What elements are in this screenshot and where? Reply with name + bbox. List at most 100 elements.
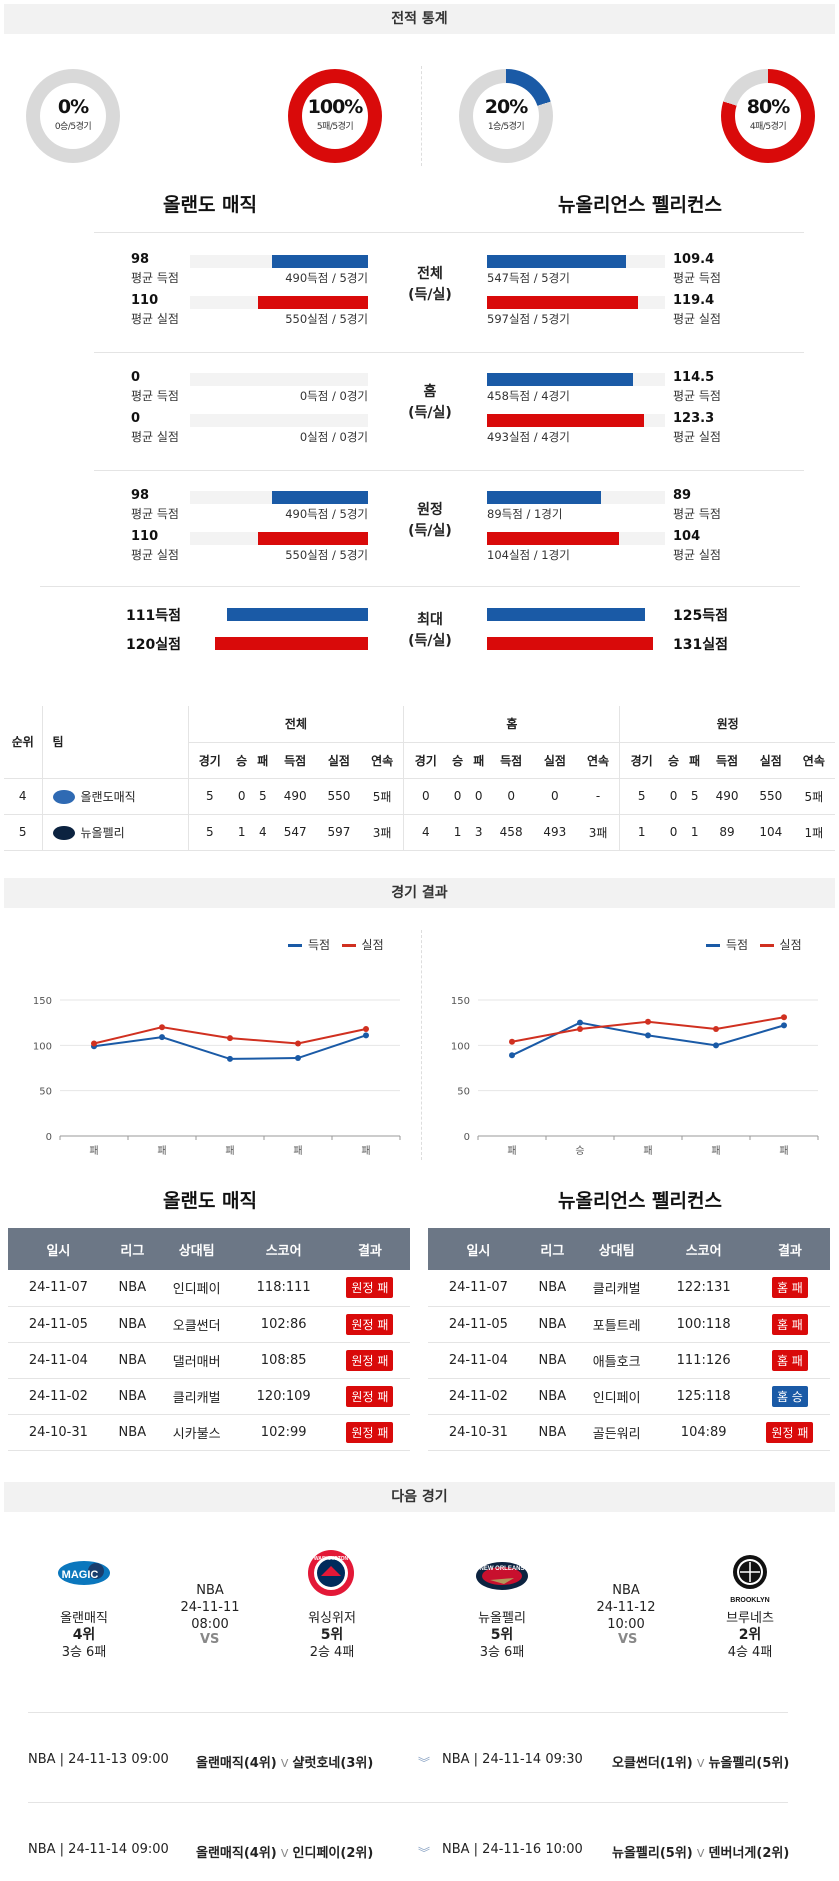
data-point [159, 1024, 165, 1031]
x-tick-label: 패 [225, 1145, 234, 1157]
avg-allow-value-left: 0 [131, 411, 141, 426]
max-score-left: 111득점 [126, 608, 181, 624]
result-cell: 홈 패 [749, 1306, 830, 1343]
column-header: 결과 [749, 1228, 830, 1270]
avg-score-value-left: 0 [131, 370, 141, 385]
allow-bar-right [487, 296, 638, 309]
avg-allow-label-right: 평균 실점 [673, 548, 721, 562]
stat-cell: 0 [533, 778, 577, 815]
score-bar-right [487, 255, 626, 268]
results-team-left: 올랜도 매직 [162, 1190, 257, 1212]
stat-cell: 490 [273, 778, 318, 815]
max-label: 최대 (득/실) [408, 612, 452, 649]
x-tick-label: 패 [157, 1145, 166, 1157]
svg-text:WASHINGTON: WASHINGTON [314, 1556, 349, 1562]
table-row: 24-11-07 NBA 인디페이 118:111 원정 패 [8, 1270, 410, 1307]
opp-cell[interactable]: 인디페이 [155, 1270, 238, 1307]
table-row: 24-11-02 NBA 클리캐벌 120:109 원정 패 [8, 1378, 410, 1415]
opp-cell[interactable]: 클리캐벌 [575, 1270, 658, 1307]
x-tick-label: 패 [361, 1145, 370, 1157]
stat-cell: 0 [231, 778, 253, 815]
data-point [577, 1026, 583, 1033]
home-team-rank: 5위 [490, 1627, 514, 1643]
stat-cell: 104 [748, 814, 793, 851]
sub-header: 승 [231, 742, 253, 779]
data-point [363, 1026, 369, 1033]
schedule-right-teams: 뉴올펠리(5위) V 덴버너게(2위) [612, 1842, 789, 1861]
opp-cell[interactable]: 댈러매버 [155, 1342, 238, 1379]
team-name-left: 올랜도 매직 [162, 194, 257, 216]
result-cell: 홈 승 [749, 1378, 830, 1415]
data-point [645, 1032, 651, 1039]
opp-cell[interactable]: 인디페이 [575, 1378, 658, 1415]
score-detail-right: 89득점 / 1경기 [487, 507, 563, 521]
score-cell: 122:131 [657, 1270, 750, 1307]
group-label: 홈 (득/실) [408, 384, 452, 421]
allow-bar-left [258, 532, 368, 545]
sub-header: 실점 [748, 742, 793, 779]
opp-cell[interactable]: 오클썬더 [155, 1306, 238, 1343]
y-tick-label: 0 [464, 1132, 470, 1143]
result-cell: 원정 패 [329, 1378, 410, 1415]
stat-cell: 5 [252, 778, 274, 815]
sub-header: 패 [684, 742, 706, 779]
bar-track [190, 414, 368, 427]
home-team-record: 3승 6패 [61, 1645, 107, 1660]
opp-cell[interactable]: 골든워리 [575, 1414, 658, 1451]
win-rate-donut-right: 20% 1승/5경기 [459, 69, 553, 163]
data-point [363, 1032, 369, 1039]
donut-percent: 0% [57, 96, 89, 118]
score-cell: 100:118 [657, 1306, 750, 1343]
next-right-home: 뉴올펠리 5위 3승 6패 [462, 1610, 542, 1661]
max-allow-left: 120실점 [126, 637, 181, 653]
sub-header: 실점 [533, 742, 577, 779]
section-header-next-games: 다음 경기 [4, 1482, 835, 1512]
avg-score-value-left: 98 [131, 488, 150, 503]
date-cell: 24-10-31 [8, 1414, 109, 1451]
result-cell: 원정 패 [329, 1306, 410, 1343]
data-point [781, 1022, 787, 1029]
group-label: 원정 (득/실) [408, 502, 452, 539]
team-cell[interactable]: 올랜도매직 [41, 778, 188, 815]
team-cell[interactable]: 뉴올펠리 [41, 814, 188, 851]
avg-allow-label-left: 평균 실점 [131, 312, 179, 326]
sub-header: 실점 [317, 742, 361, 779]
avg-allow-value-left: 110 [131, 529, 159, 544]
score-cell: 102:86 [237, 1306, 330, 1343]
bar-track [190, 373, 368, 386]
x-tick-label: 패 [643, 1145, 652, 1157]
allow-detail-right: 104실점 / 1경기 [487, 548, 570, 562]
allow-detail-right: 597실점 / 5경기 [487, 312, 570, 326]
y-tick-label: 50 [457, 1087, 470, 1098]
table-row: 24-11-02 NBA 인디페이 125:118 홈 승 [428, 1378, 830, 1415]
next-right-info: NBA 24-11-12 10:00 [576, 1582, 676, 1633]
versus-icon: V [696, 1847, 705, 1860]
score-detail-right: 458득점 / 4경기 [487, 389, 570, 403]
legend-label: 득점 [726, 938, 749, 952]
column-header: 상대팀 [575, 1228, 658, 1270]
table-row: 24-11-04 NBA 댈러매버 108:85 원정 패 [8, 1342, 410, 1379]
score-cell: 104:89 [657, 1414, 750, 1451]
opp-cell[interactable]: 클리캐벌 [155, 1378, 238, 1415]
result-badge: 원정 패 [346, 1277, 394, 1299]
stat-cell: 458 [489, 814, 533, 851]
data-point [645, 1018, 651, 1025]
allow-detail-right: 493실점 / 4경기 [487, 430, 570, 444]
schedule-left-meta: NBA | 24-11-13 09:00 [28, 1752, 169, 1767]
stat-cell: 550 [748, 778, 793, 815]
result-cell: 원정 패 [749, 1414, 830, 1451]
next-datetime: 24-11-12 10:00 [596, 1600, 656, 1632]
avg-allow-value-right: 104 [673, 529, 701, 544]
stat-cell: 3패 [576, 814, 620, 851]
score-cell: 125:118 [657, 1378, 750, 1415]
x-tick-label: 승 [575, 1145, 584, 1157]
schedule-right-meta: NBA | 24-11-14 09:30 [442, 1752, 583, 1767]
table-row: 24-10-31 NBA 골든워리 104:89 원정 패 [428, 1414, 830, 1451]
home-team-name: 뉴올펠리 [478, 1611, 526, 1626]
opp-cell[interactable]: 애틀호크 [575, 1342, 658, 1379]
stat-cell: 0 [468, 778, 490, 815]
opp-cell[interactable]: 포틀트레 [575, 1306, 658, 1343]
opp-cell[interactable]: 시카불스 [155, 1414, 238, 1451]
date-cell: 24-11-07 [428, 1270, 529, 1307]
league-cell: NBA [528, 1414, 576, 1451]
